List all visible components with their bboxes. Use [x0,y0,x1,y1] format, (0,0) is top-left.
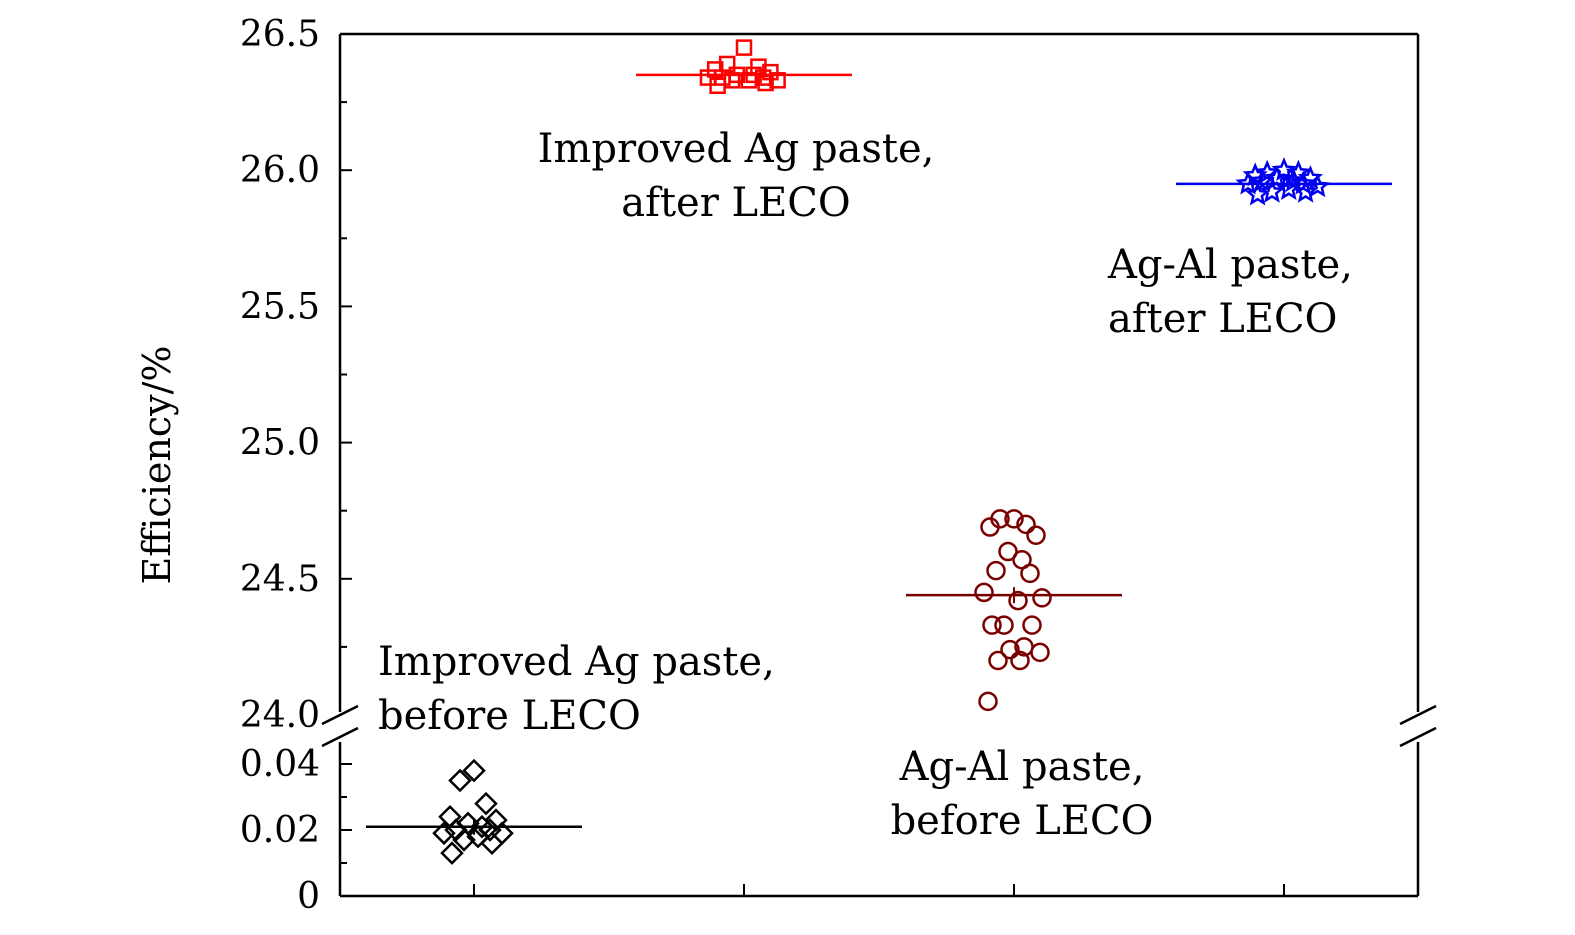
data-point-diamond [466,824,490,849]
annotation-line: before LECO [378,693,641,739]
annotation-line: Ag-Al paste, [1107,242,1353,288]
y-tick-label: 0.04 [240,744,320,785]
annotation-4: Ag-Al paste, after LECO [1107,242,1353,342]
data-point-circle [994,615,1014,635]
y-tick-label: 24.5 [240,559,320,600]
data-point-diamond [474,791,498,816]
data-point-diamond [462,758,486,783]
data-points [432,39,1331,865]
annotation-line: Ag-Al paste, [899,744,1145,790]
data-point-diamond [480,831,504,855]
annotation-2: Improved Ag paste, after LECO [538,126,935,226]
data-point-star [1292,178,1319,203]
y-tick-label: 25.5 [240,286,320,327]
data-point-circle [1000,639,1020,660]
y-tick-label: 25.0 [240,423,320,464]
data-point-circle [1022,615,1042,635]
data-point-circle [1008,590,1028,611]
annotation-line: Improved Ag paste, [538,126,935,172]
y-tick-label: 26.5 [240,14,320,55]
data-point-square [757,74,774,92]
data-point-circle [974,582,994,603]
data-point-square [740,72,758,89]
data-point-circle [980,517,1000,537]
data-point-circle [986,560,1006,581]
data-point-circle [978,691,998,712]
data-point-square [735,39,753,56]
data-point-circle [1032,588,1052,608]
y-tick-label: 24.0 [240,695,320,736]
data-point-circle [1004,509,1024,529]
y-tick-label: 0.02 [240,810,320,851]
data-point-square [709,77,726,95]
data-point-circle [1020,563,1040,584]
data-point-circle [982,615,1002,635]
data-point-circle [1010,650,1030,671]
right-axis-break-slash-b [1399,726,1437,748]
y-tick-label: 26.0 [240,150,320,191]
right-axis-break-slash-a [1399,704,1437,726]
data-point-star [1259,178,1285,203]
data-point-star [1235,170,1261,195]
y-axis-label: Efficiency/% [135,346,179,585]
data-point-circle [1030,642,1050,663]
left-axis-break-slash-b [321,726,359,748]
data-point-square [769,72,786,89]
data-point-star [1249,167,1276,192]
annotation-line: after LECO [621,180,850,226]
annotation-line: Improved Ag paste, [378,639,775,685]
data-point-star [1244,181,1271,206]
annotation-line: after LECO [1108,296,1337,342]
data-point-diamond [478,818,502,842]
data-point-star [1276,176,1302,200]
data-point-circle [988,650,1008,671]
data-point-diamond [448,768,472,793]
data-point-circle [998,541,1018,562]
annotation-line: before LECO [891,798,1154,844]
axis-break-marks [321,704,1437,748]
data-point-diamond [470,814,494,839]
y-tick-label: 0 [297,876,320,917]
axis-ticks: 26.5 26.0 25.5 25.0 24.5 24.0 0.04 0.02 0 [240,14,1285,917]
data-point-star [1264,165,1290,190]
data-point-diamond [440,841,464,865]
annotation-3: Ag-Al paste, before LECO [891,744,1154,844]
annotation-1: Improved Ag paste, before LECO [378,639,775,739]
data-point-diamond [432,821,456,846]
left-axis-break-slash-a [321,704,359,726]
data-point-circle [1026,525,1046,545]
data-point-star [1304,173,1331,198]
data-point-circle [1016,514,1036,535]
data-point-diamond [452,828,476,852]
data-point-diamond [444,818,468,842]
